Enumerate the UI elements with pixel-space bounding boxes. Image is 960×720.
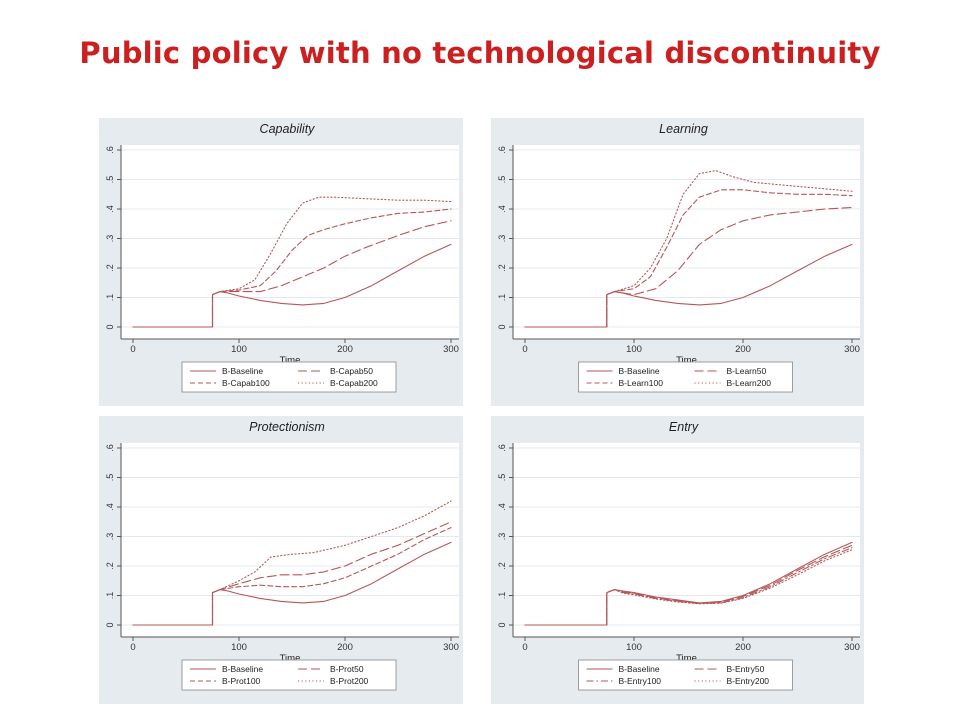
legend-label-b-entry200: B-Entry200	[727, 676, 770, 686]
chart-protectionism-svg: Protectionism 0 .1 .2 .3 .4 .5 .6 0 100 200 300 Time…	[99, 416, 463, 704]
protectionism-xlabel: Time	[280, 653, 301, 664]
entry-ytick-label: .4	[497, 503, 507, 511]
protectionism-title: Protectionism	[249, 420, 325, 434]
entry-legend	[578, 659, 793, 691]
learning-xtick-label: 0	[522, 344, 527, 355]
capability-xtick-label: 300	[443, 344, 459, 355]
protectionism-ytick-label: .5	[105, 474, 115, 482]
protectionism-xtick-label: 200	[337, 642, 353, 653]
capability-ytick-label: .5	[105, 176, 115, 184]
legend-label-b-capab100: B-Capab100	[222, 378, 270, 388]
protectionism-ytick-label: .2	[105, 562, 115, 570]
legend-label-b-entry50: B-Entry50	[727, 664, 765, 674]
capability-ytick-label: .6	[105, 146, 115, 154]
slide-title: Public policy with no technological disc…	[79, 36, 881, 70]
learning-ytick-label: .6	[497, 146, 507, 154]
legend-label-b-capab200: B-Capab200	[330, 378, 378, 388]
learning-xlabel: Time	[676, 355, 697, 366]
legend-label-b-prot50: B-Prot50	[330, 664, 364, 674]
legend-label-b-learn50: B-Learn50	[727, 366, 767, 376]
legend-label-b-learn200: B-Learn200	[727, 378, 772, 388]
entry-plot-area	[513, 443, 860, 637]
legend-label-b-baseline: B-Baseline	[222, 664, 263, 674]
learning-xtick-label: 200	[735, 344, 751, 355]
protectionism-plot-area	[121, 443, 459, 637]
capability-ytick-label: .4	[105, 205, 115, 213]
legend-label-b-entry100: B-Entry100	[619, 676, 662, 686]
entry-xtick-label: 100	[626, 642, 642, 653]
legend-label-b-baseline: B-Baseline	[619, 664, 660, 674]
capability-ytick-label: .3	[105, 235, 115, 243]
legend-label-b-baseline: B-Baseline	[619, 366, 660, 376]
series-line-b-learn200	[524, 170, 853, 328]
capability-ytick-label: .2	[105, 264, 115, 272]
protectionism-ytick-label: .4	[105, 503, 115, 511]
series-line-b-learn50	[524, 206, 853, 328]
learning-plot-area	[513, 145, 860, 339]
series-line-b-prot200	[132, 500, 452, 626]
entry-xtick-label: 300	[844, 642, 860, 653]
capability-plot-area	[121, 145, 459, 339]
chart-panel-capability: Capability 0 .1 .2 .3 .4 .5 .6 0 100 200 300 Time B-B…	[99, 118, 463, 406]
capability-xlabel: Time	[280, 355, 301, 366]
learning-title: Learning	[659, 122, 708, 136]
learning-ytick-label: .2	[497, 264, 507, 272]
capability-title: Capability	[260, 122, 316, 136]
learning-ytick-label: .1	[497, 294, 507, 302]
protectionism-xtick-label: 300	[443, 642, 459, 653]
series-line-b-entry200	[524, 549, 853, 626]
chart-entry-svg: Entry 0 .1 .2 .3 .4 .5 .6 0 100 200 300 Time B-Baseli…	[491, 416, 864, 704]
entry-ytick-label: .5	[497, 474, 507, 482]
entry-xtick-label: 0	[522, 642, 527, 653]
learning-xtick-label: 300	[844, 344, 860, 355]
learning-ytick-label: 0	[497, 324, 507, 329]
protectionism-xtick-label: 0	[130, 642, 135, 653]
entry-ytick-label: .1	[497, 592, 507, 600]
protectionism-ytick-label: .1	[105, 592, 115, 600]
chart-panel-protectionism: Protectionism 0 .1 .2 .3 .4 .5 .6 0 100 200 300 Time…	[99, 416, 463, 704]
entry-title: Entry	[669, 420, 699, 434]
capability-ytick-label: .1	[105, 294, 115, 302]
chart-panel-learning: Learning 0 .1 .2 .3 .4 .5 .6 0 100 200 300 Time B-Bas…	[491, 118, 864, 406]
capability-xtick-label: 200	[337, 344, 353, 355]
series-line-b-capab100	[132, 208, 452, 328]
capability-xtick-label: 100	[231, 344, 247, 355]
protectionism-xtick-label: 100	[231, 642, 247, 653]
learning-ytick-label: .5	[497, 176, 507, 184]
legend-label-b-learn100: B-Learn100	[619, 378, 664, 388]
protectionism-ytick-label: 0	[105, 622, 115, 627]
protectionism-ytick-label: .3	[105, 533, 115, 541]
protectionism-legend	[181, 659, 397, 691]
learning-ytick-label: .3	[497, 235, 507, 243]
chart-capability-svg: Capability 0 .1 .2 .3 .4 .5 .6 0 100 200 300 Time B-B…	[99, 118, 463, 406]
capability-xtick-label: 0	[130, 344, 135, 355]
learning-legend	[578, 361, 793, 393]
chart-panel-entry: Entry 0 .1 .2 .3 .4 .5 .6 0 100 200 300 Time B-Baseli…	[491, 416, 864, 704]
entry-ytick-label: .2	[497, 562, 507, 570]
legend-label-b-prot100: B-Prot100	[222, 676, 261, 686]
entry-ytick-label: .6	[497, 444, 507, 452]
learning-ytick-label: .4	[497, 205, 507, 213]
capability-legend	[181, 361, 397, 393]
legend-label-b-prot200: B-Prot200	[330, 676, 369, 686]
entry-xtick-label: 200	[735, 642, 751, 653]
learning-xtick-label: 100	[626, 344, 642, 355]
legend-label-b-baseline: B-Baseline	[222, 366, 263, 376]
entry-xlabel: Time	[676, 653, 697, 664]
entry-ytick-label: 0	[497, 622, 507, 627]
legend-label-b-capab50: B-Capab50	[330, 366, 373, 376]
chart-learning-svg: Learning 0 .1 .2 .3 .4 .5 .6 0 100 200 300 Time B-Bas…	[491, 118, 864, 406]
capability-ytick-label: 0	[105, 324, 115, 329]
protectionism-ytick-label: .6	[105, 444, 115, 452]
entry-ytick-label: .3	[497, 533, 507, 541]
